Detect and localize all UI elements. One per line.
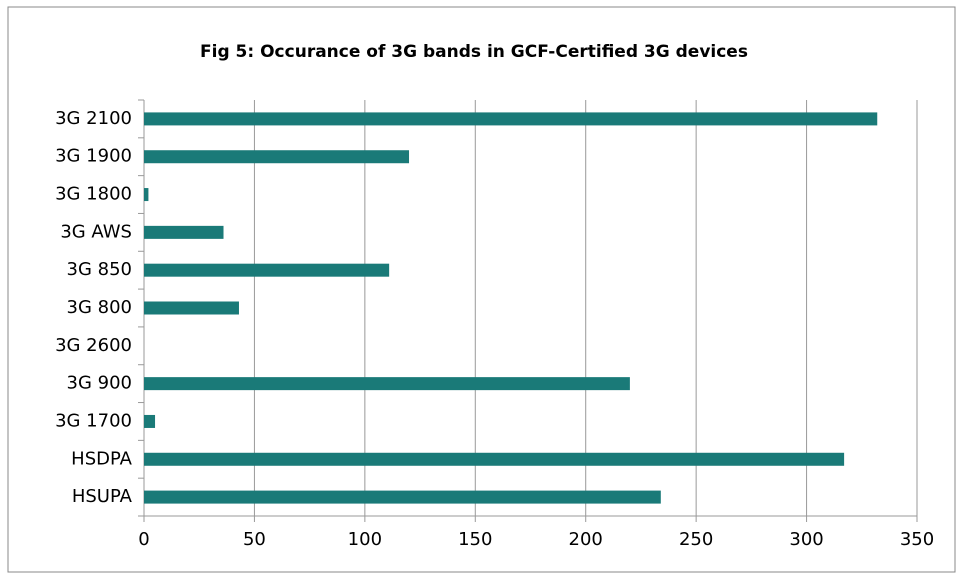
y-tick-label: 3G 850 [67,259,132,280]
y-tick-label: 3G 1700 [55,410,132,431]
x-tick-label: 250 [679,529,713,550]
bar [144,112,878,126]
y-tick-label: 3G AWS [60,221,132,242]
x-tick-label: 350 [900,529,934,550]
y-tick-label: 3G 1900 [55,146,132,167]
bar [144,150,410,164]
x-tick-label: 100 [348,529,382,550]
bar [144,225,224,239]
bar [144,452,845,466]
y-tick-label: 3G 800 [67,297,132,318]
y-tick-label: 3G 2100 [55,108,132,129]
x-tick-label: 200 [569,529,603,550]
bar [144,490,661,504]
y-tick-label: 3G 1800 [55,184,132,205]
x-tick-label: 0 [138,529,149,550]
chart-title: Fig 5: Occurance of 3G bands in GCF-Cert… [200,42,748,62]
x-tick-label: 50 [243,529,266,550]
y-tick-label: 3G 900 [67,373,132,394]
bar [144,301,239,315]
x-tick-label: 300 [789,529,823,550]
x-tick-label: 150 [458,529,492,550]
bar [144,414,156,428]
y-tick-label: HSDPA [71,448,133,469]
y-tick-label: 3G 2600 [55,335,132,356]
y-tick-label: HSUPA [72,486,133,507]
bar [144,188,149,202]
chart-border [7,6,956,573]
bar [144,377,630,391]
bar [144,263,390,277]
